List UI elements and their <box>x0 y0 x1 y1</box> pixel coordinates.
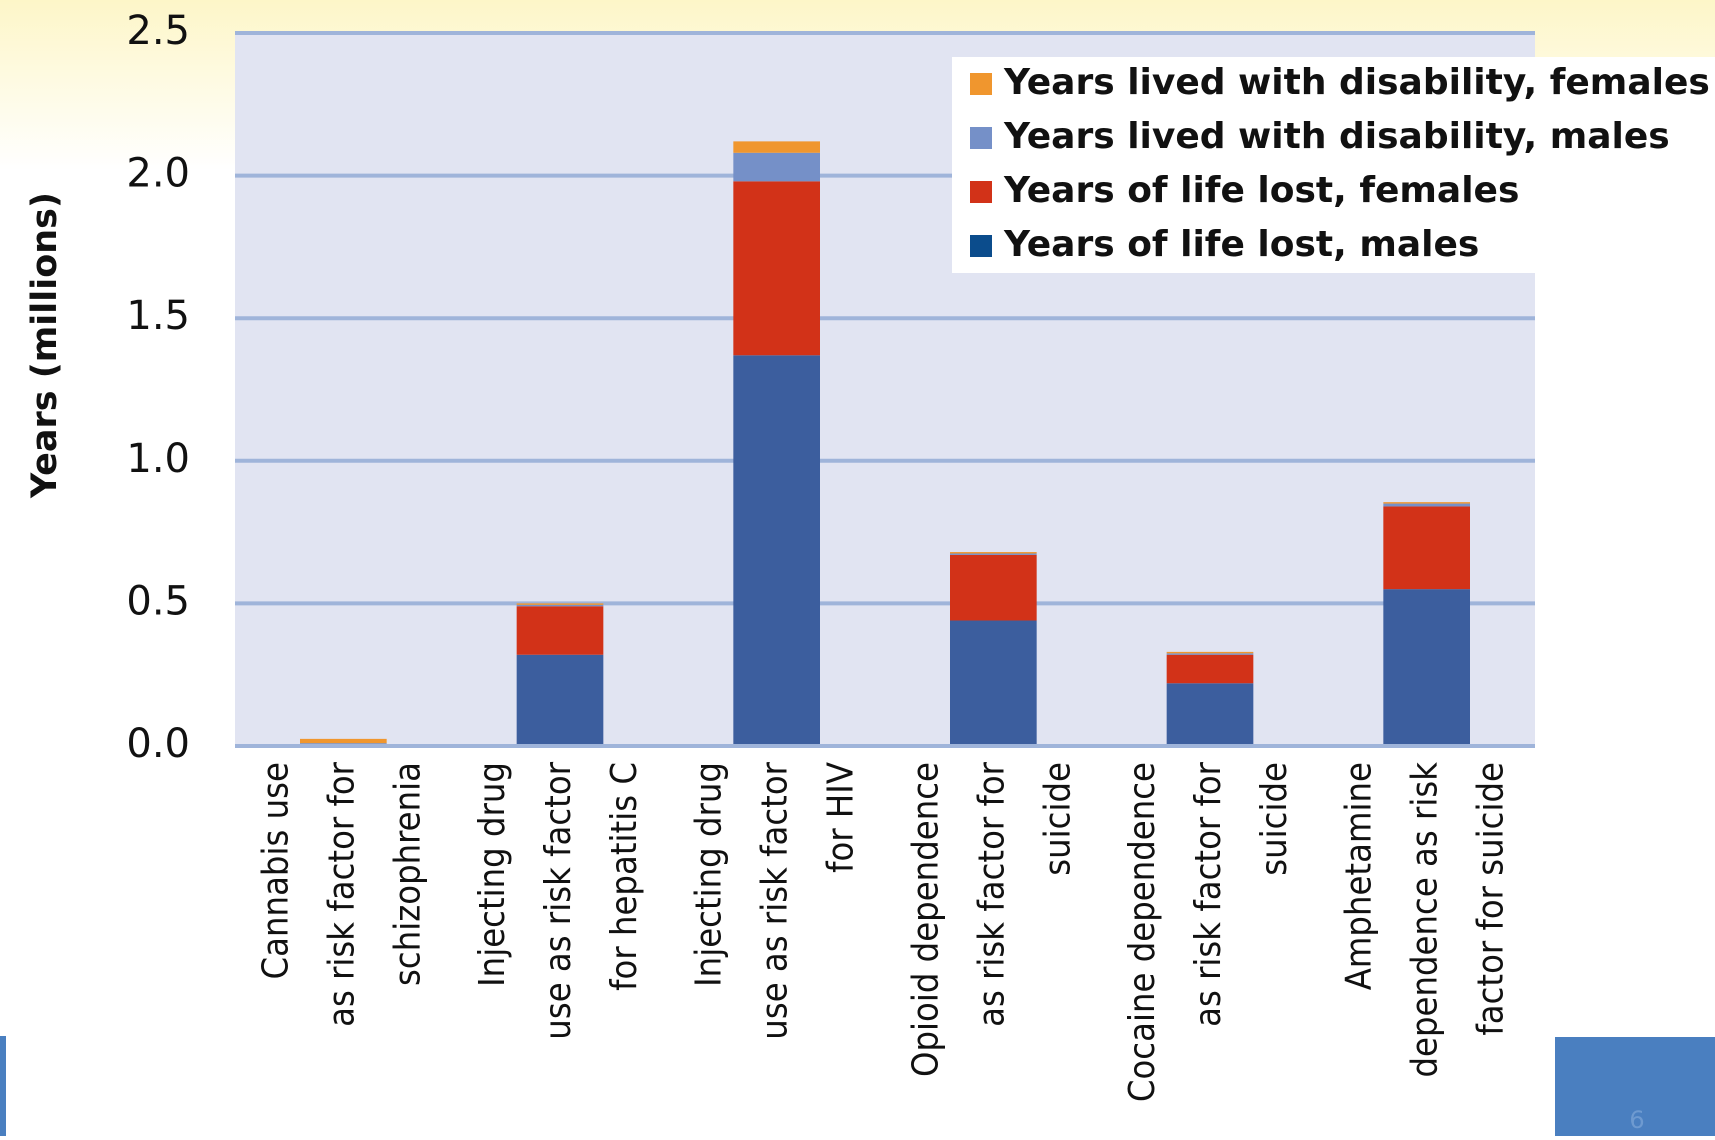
bar-segment <box>300 738 387 744</box>
y-tick-label: 1.5 <box>126 293 190 339</box>
bar-segment <box>1166 654 1254 684</box>
legend-box <box>952 57 1715 273</box>
slide-number-box <box>1555 1037 1715 1136</box>
x-tick-label: Opioid dependence <box>905 762 946 1077</box>
bar-segment <box>950 620 1037 746</box>
bar-segment <box>733 152 820 182</box>
bar-segment <box>950 552 1037 554</box>
x-tick-label: for HIV <box>821 762 862 873</box>
bar-segment <box>1383 503 1470 507</box>
legend-swatch <box>970 73 992 95</box>
y-tick-label: 2.0 <box>126 151 190 197</box>
legend-label: Years of life lost, females <box>1003 170 1519 211</box>
bar-segment <box>950 554 1037 621</box>
bar-segment <box>1166 651 1254 654</box>
x-tick-label: as risk factor for <box>321 761 362 1027</box>
x-tick-label: use as risk factor <box>538 761 579 1039</box>
legend-label: Years of life lost, males <box>1003 224 1479 265</box>
y-tick-label: 0.0 <box>126 721 190 767</box>
x-tick-label: Cannabis use <box>255 762 296 979</box>
x-tick-label: schizophrenia <box>387 762 428 986</box>
bar-segment <box>1383 502 1470 504</box>
bar-segment <box>733 355 820 746</box>
legend-label: Years lived with disability, females <box>1003 62 1710 103</box>
legend-swatch <box>970 127 992 149</box>
x-tick-label: for hepatitis C <box>604 762 645 991</box>
x-tick-label: dependence as risk <box>1405 762 1446 1078</box>
bar-segment <box>950 553 1037 555</box>
bar-segment <box>733 181 820 356</box>
legend-label: Years lived with disability, males <box>1003 116 1670 157</box>
bar-segment <box>733 141 820 153</box>
x-tick-label: use as risk factor <box>755 761 796 1039</box>
y-tick-label: 0.5 <box>126 578 190 624</box>
x-tick-label: as risk factor for <box>1188 761 1229 1027</box>
y-tick-label: 1.0 <box>126 436 190 482</box>
y-axis-label: Years (millions) <box>25 192 65 499</box>
bar-segment <box>516 603 604 605</box>
bar-segment <box>1383 589 1470 746</box>
bar-segment <box>1166 653 1254 655</box>
x-tick-label: as risk factor for <box>971 761 1012 1027</box>
x-tick-label: Injecting drug <box>472 762 513 987</box>
legend-swatch <box>970 235 992 257</box>
bar-segment <box>516 604 604 607</box>
x-tick-label: Cocaine dependence <box>1122 762 1163 1102</box>
x-tick-label: Amphetamine <box>1339 762 1380 990</box>
x-tick-label: Injecting drug <box>689 762 730 987</box>
y-tick-label: 2.5 <box>126 8 190 54</box>
left-strip <box>0 1036 6 1136</box>
x-tick-label: factor for suicide <box>1471 762 1512 1036</box>
x-tick-label: suicide <box>1254 762 1295 876</box>
bar-segment <box>516 606 604 655</box>
legend-swatch <box>970 181 992 203</box>
x-tick-label: suicide <box>1037 762 1078 876</box>
slide-number: 6 <box>1629 1106 1644 1134</box>
bar-segment <box>516 654 604 746</box>
bar-segment <box>1383 506 1470 590</box>
bar-segment <box>1166 683 1254 746</box>
